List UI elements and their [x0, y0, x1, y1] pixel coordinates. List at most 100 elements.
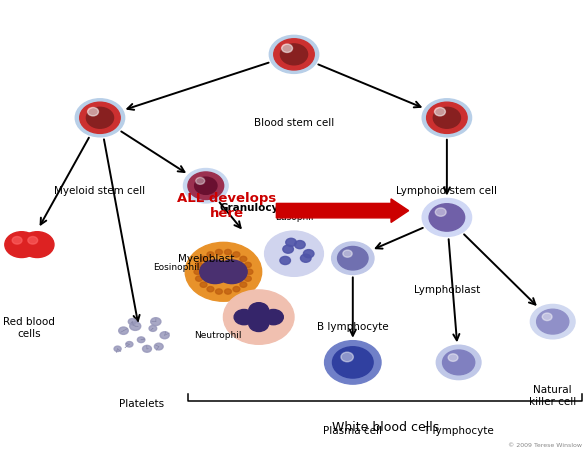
Circle shape [283, 245, 293, 253]
Circle shape [300, 254, 311, 262]
Circle shape [245, 276, 251, 281]
Text: Plasma cell: Plasma cell [323, 426, 382, 436]
Circle shape [12, 236, 22, 244]
Circle shape [119, 327, 128, 334]
Circle shape [234, 309, 254, 325]
Text: Blood stem cell: Blood stem cell [254, 118, 334, 128]
Circle shape [130, 322, 141, 330]
Circle shape [80, 102, 120, 133]
Circle shape [200, 256, 207, 261]
Circle shape [435, 107, 445, 116]
Circle shape [207, 252, 214, 257]
Circle shape [436, 345, 481, 380]
Circle shape [286, 238, 296, 246]
Circle shape [429, 204, 465, 231]
Circle shape [28, 236, 38, 244]
Text: ALL develops
here: ALL develops here [177, 192, 276, 220]
Circle shape [253, 313, 264, 321]
Circle shape [245, 262, 251, 268]
Circle shape [142, 345, 152, 352]
Circle shape [225, 250, 232, 255]
Circle shape [332, 242, 374, 275]
Circle shape [75, 99, 125, 137]
Circle shape [188, 172, 223, 199]
Circle shape [223, 290, 294, 344]
Circle shape [427, 102, 467, 133]
Circle shape [274, 39, 314, 70]
FancyArrow shape [276, 199, 409, 222]
Circle shape [200, 282, 207, 287]
Text: Platelets: Platelets [119, 399, 163, 409]
Circle shape [295, 241, 305, 249]
Circle shape [303, 250, 314, 258]
Circle shape [341, 352, 353, 362]
Circle shape [160, 332, 169, 339]
Circle shape [435, 208, 446, 216]
Circle shape [196, 276, 202, 281]
Circle shape [537, 309, 569, 334]
Circle shape [114, 346, 121, 352]
Text: Lymphoblast: Lymphoblast [414, 285, 480, 295]
Text: White blood cells: White blood cells [332, 421, 439, 434]
Circle shape [443, 350, 475, 375]
Circle shape [233, 252, 240, 257]
Circle shape [249, 316, 269, 332]
Circle shape [215, 289, 222, 294]
Circle shape [185, 242, 262, 301]
Circle shape [249, 303, 269, 318]
Circle shape [207, 286, 214, 292]
Text: Eosinophil: Eosinophil [153, 263, 199, 272]
Circle shape [240, 256, 247, 261]
Circle shape [183, 169, 228, 203]
Circle shape [448, 354, 458, 361]
Circle shape [149, 325, 157, 332]
Circle shape [5, 231, 38, 257]
Circle shape [343, 250, 352, 257]
Circle shape [88, 107, 98, 116]
Circle shape [542, 313, 552, 321]
Circle shape [196, 178, 205, 184]
Circle shape [218, 267, 229, 276]
Circle shape [194, 269, 201, 275]
Circle shape [422, 99, 472, 137]
Circle shape [282, 44, 292, 53]
Circle shape [151, 318, 161, 326]
Circle shape [280, 256, 290, 265]
Text: Natural
killer cell: Natural killer cell [529, 385, 576, 407]
Text: T lymphocyte: T lymphocyte [423, 426, 494, 436]
Circle shape [195, 177, 217, 194]
Circle shape [200, 260, 230, 284]
Circle shape [86, 107, 113, 128]
Circle shape [225, 289, 232, 294]
Circle shape [155, 343, 163, 350]
Circle shape [338, 246, 368, 270]
Circle shape [530, 304, 575, 339]
Circle shape [325, 341, 381, 384]
Text: Red blood
cells: Red blood cells [4, 317, 55, 339]
Circle shape [21, 231, 54, 257]
Text: Basophil: Basophil [275, 213, 313, 222]
Circle shape [422, 198, 472, 236]
Circle shape [128, 318, 136, 325]
Circle shape [263, 309, 283, 325]
Text: B lymphocyte: B lymphocyte [317, 322, 389, 332]
Circle shape [216, 260, 247, 284]
Circle shape [233, 286, 240, 292]
Text: Myeloid stem cell: Myeloid stem cell [55, 186, 145, 196]
Text: Lymphoid stem cell: Lymphoid stem cell [396, 186, 497, 196]
Circle shape [196, 262, 202, 268]
Text: © 2009 Terese Winslow: © 2009 Terese Winslow [508, 443, 582, 448]
Circle shape [265, 231, 323, 276]
Text: Neutrophil: Neutrophil [194, 331, 241, 340]
Circle shape [126, 342, 133, 347]
Circle shape [246, 269, 253, 275]
Text: Myeloblast: Myeloblast [178, 254, 234, 264]
Circle shape [433, 107, 460, 128]
Circle shape [240, 282, 247, 287]
Circle shape [138, 337, 145, 342]
Text: Granulocytes: Granulocytes [220, 203, 298, 213]
Circle shape [332, 347, 373, 378]
Circle shape [215, 250, 222, 255]
Circle shape [280, 44, 308, 65]
Circle shape [269, 35, 319, 73]
